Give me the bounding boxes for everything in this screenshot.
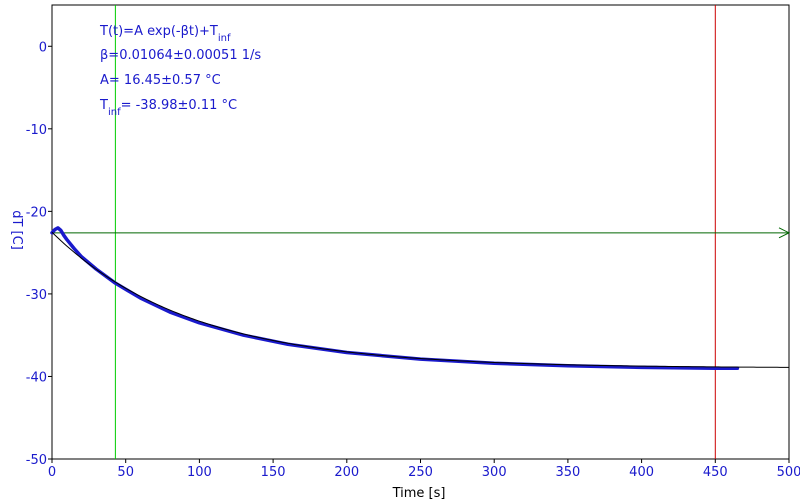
x-tick-label: 200 (334, 465, 359, 480)
fit-beta: β=0.01064±0.00051 1/s (100, 48, 261, 63)
fit-amplitude: A= 16.45±0.57 °C (100, 73, 221, 88)
tick-layer: 0 50 100 150 200 250 300 350 400 450 500 0 -10 -20 -30… (26, 40, 800, 480)
y-tick-label: -20 (26, 205, 47, 220)
fit-equation: T(t)=A exp(-βt)+Tinf (99, 24, 231, 44)
y-tick-label: -40 (26, 370, 47, 385)
y-tick-label: -30 (26, 288, 47, 303)
data-series-line (50, 226, 740, 370)
x-tick-label: 350 (555, 465, 580, 480)
x-tick-label: 500 (777, 465, 800, 480)
y-tick-label: -50 (26, 453, 47, 468)
series-layer (50, 226, 790, 370)
x-tick-label: 400 (629, 465, 654, 480)
x-tick-label: 150 (261, 465, 286, 480)
x-tick-label: 300 (482, 465, 507, 480)
x-tick-label: 450 (703, 465, 728, 480)
fit-curve (51, 231, 790, 368)
x-tick-label: 50 (117, 465, 134, 480)
x-tick-label: 100 (187, 465, 212, 480)
x-axis-label: Time [s] (392, 486, 446, 501)
arrow-right-icon (778, 227, 791, 239)
cursor-layer (52, 5, 791, 459)
plot-area (51, 4, 790, 460)
y-tick-label: 0 (39, 40, 47, 55)
y-axis-label: dT [C] (9, 210, 24, 250)
y-tick-label: -10 (26, 123, 47, 138)
fit-tinf: Tinf= -38.98±0.11 °C (99, 98, 237, 118)
fit-annotation: T(t)=A exp(-βt)+Tinf β=0.01064±0.00051 1… (99, 24, 261, 118)
x-tick-label: 250 (408, 465, 433, 480)
x-tick-label: 0 (48, 465, 56, 480)
